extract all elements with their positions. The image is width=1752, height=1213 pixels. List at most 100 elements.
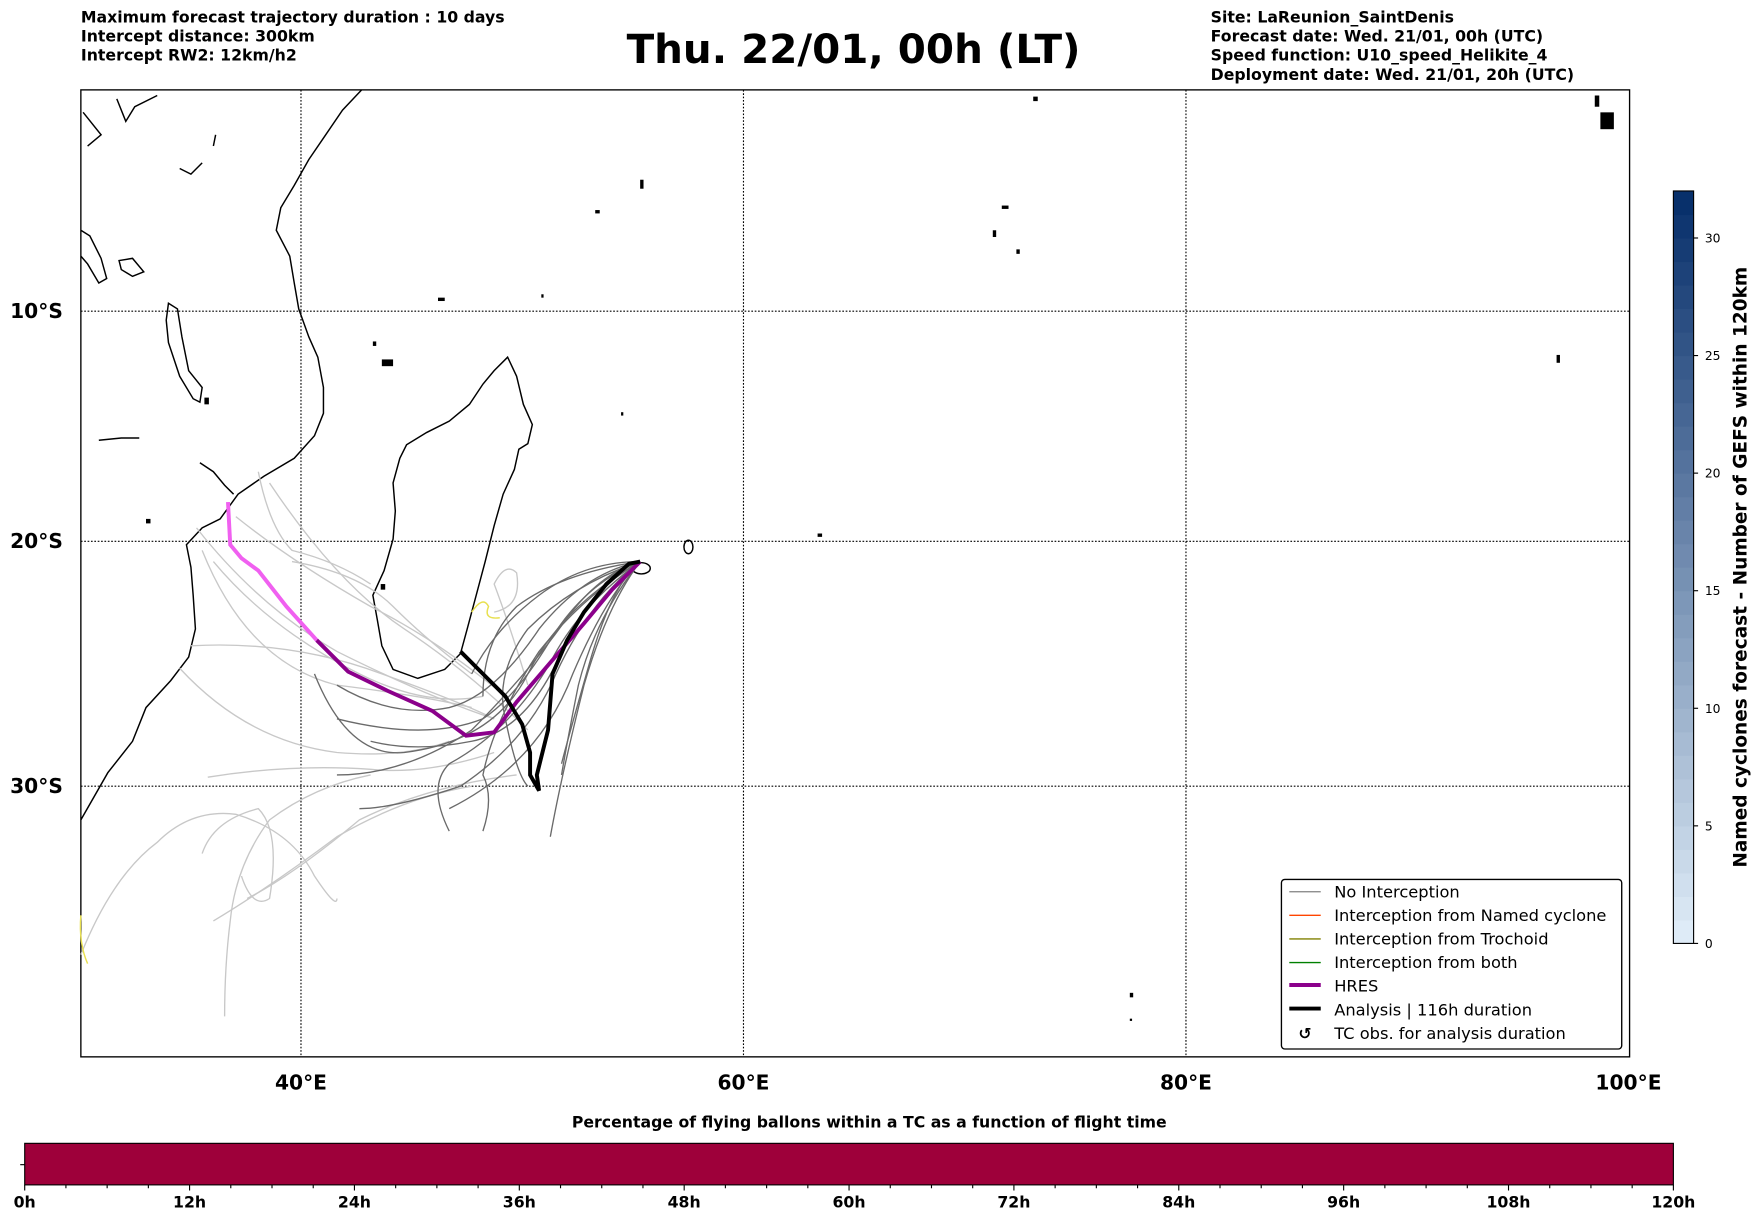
legend-item-analysis: Analysis | 116h duration [1289,1000,1532,1019]
colorbar-segment [1673,778,1694,803]
svg-text:Interception from both: Interception from both [1334,953,1517,972]
africa-horn-fragments [82,94,217,176]
colorbar-segment [1673,919,1694,944]
svg-text:TC obs. for analysis duration: TC obs. for analysis duration [1333,1024,1566,1043]
colorbar-segment [1673,708,1694,733]
speed-function-text: Speed function: U10_speed_Helikite_4 [1211,46,1548,65]
svg-text:Interception from Trochoid: Interception from Trochoid [1334,930,1548,949]
bottom-colorbar-title: Percentage of flying ballons within a TC… [572,1113,1167,1132]
trajectory-trochoid-loop [471,601,500,619]
colorbar-segment [1673,684,1694,709]
svg-text:Analysis | 116h duration: Analysis | 116h duration [1334,1000,1532,1019]
colorbar-segment [1673,449,1694,474]
colorbar-segment [1673,285,1694,310]
colorbar-segment [1673,825,1694,850]
zambezi-line [199,462,235,495]
colorbar-tick-label: 15 [1705,584,1721,598]
lat-label-30s: 30°S [10,774,63,798]
mauritius-island [683,539,694,555]
colorbar-segment [1673,402,1694,427]
lake-tanganyika [80,229,108,285]
bottom-colorbar-ticks: 0h 12h 24h 36h 48h 60h 72h 84h 96h 108h 120h [14,1184,1695,1211]
intercept-rw2-text: Intercept RW2: 12km/h2 [81,46,297,65]
legend-item-hres: HRES [1289,977,1378,996]
page-title: Thu. 22/01, 00h (LT) [627,25,1081,73]
africa-coastline [80,89,363,821]
colorbar-segment [1673,237,1694,263]
lon-label-60e: 60°E [717,1070,769,1094]
colorbar-segment [1673,802,1694,827]
colorbar-tick-label: 5 [1705,819,1713,833]
legend-item-tc-obs: ↺ TC obs. for analysis duration [1298,1024,1565,1043]
colorbar-segment [1673,308,1694,333]
legend: No Interception Interception from Named … [1280,878,1623,1050]
colorbar-segment [1673,755,1694,780]
colorbar-tick-label: 10 [1705,702,1721,716]
lon-label-100e: 100°E [1595,1070,1661,1094]
time-tick-label: 96h [1327,1192,1360,1211]
coastlines [80,89,1614,1021]
legend-item-named-cyclone: Interception from Named cyclone [1289,906,1606,925]
time-tick-label: 36h [503,1192,536,1211]
bottom-colorbar-bar [24,1142,1674,1186]
time-tick-label: 48h [668,1192,701,1211]
colorbar-segment [1673,614,1694,639]
lon-label-80e: 80°E [1160,1070,1212,1094]
colorbar-tick-label: 25 [1705,349,1721,363]
header-left: Maximum forecast trajectory duration : 1… [81,8,505,65]
colorbar-tick-label: 30 [1705,231,1721,245]
right-colorbar-label: Named cyclones forecast - Number of GEFS… [1730,267,1751,868]
forecast-date-text: Forecast date: Wed. 21/01, 00h (UTC) [1211,27,1543,46]
trajectories-light [80,471,529,1017]
time-tick-label: 120h [1651,1192,1695,1211]
cyclone-symbol-icon: ↺ [1298,1024,1311,1043]
colorbar-segment [1673,637,1694,662]
time-tick-label: 12h [173,1192,206,1211]
colorbar-segment [1673,379,1694,404]
right-colorbar-frame [1672,190,1695,944]
hres-trajectory [315,560,642,738]
colorbar-segment [1673,473,1694,498]
time-tick-label: 24h [338,1192,371,1211]
lake-kariba [98,437,140,442]
deployment-date-text: Deployment date: Wed. 21/01, 20h (UTC) [1211,65,1574,84]
colorbar-segment [1673,872,1694,897]
lake-victoria [118,257,145,278]
hres-trajectory-early [226,501,319,642]
gridlines [80,89,1630,1057]
colorbar-segment [1673,567,1694,592]
bottom-colorbar: Percentage of flying ballons within a TC… [14,1113,1696,1212]
legend-item-trochoid: Interception from Trochoid [1289,930,1549,949]
colorbar-segment [1673,355,1694,380]
colorbar-segment [1673,661,1694,686]
legend-item-no-interception: No Interception [1289,882,1460,901]
colorbar-segment [1673,426,1694,451]
lat-label-10s: 10°S [10,299,63,323]
lat-label-20s: 20°S [10,529,63,553]
legend-box [1280,878,1623,1050]
madagascar-coastline [372,355,534,680]
time-tick-label: 72h [997,1192,1030,1211]
colorbar-tick-label: 20 [1705,467,1721,481]
colorbar-segment [1673,731,1694,756]
colorbar-segment [1673,849,1694,874]
map-panel: 10°S 20°S 30°S 40°E 60°E 80°E 100°E No I… [10,89,1662,1094]
svg-text:HRES: HRES [1334,977,1378,996]
right-colorbar-ticks: 0 5 10 15 20 25 30 [1693,231,1721,951]
lon-labels: 40°E 60°E 80°E 100°E [275,1070,1662,1094]
max-duration-text: Maximum forecast trajectory duration : 1… [81,8,505,27]
lat-labels: 10°S 20°S 30°S [10,299,63,798]
colorbar-segment [1673,214,1694,239]
time-tick-label: 84h [1162,1192,1195,1211]
colorbar-segment [1673,590,1694,615]
trajectory-trochoid [79,915,89,964]
right-colorbar-gradient [1673,190,1694,944]
colorbar-segment [1673,332,1694,357]
small-islands [146,95,1614,1021]
colorbar-segment [1673,261,1694,286]
lake-malawi [165,302,203,404]
colorbar-tick-label: 0 [1705,937,1713,951]
header-right: Site: LaReunion_SaintDenis Forecast date… [1211,8,1574,84]
svg-text:No Interception: No Interception [1334,882,1460,901]
